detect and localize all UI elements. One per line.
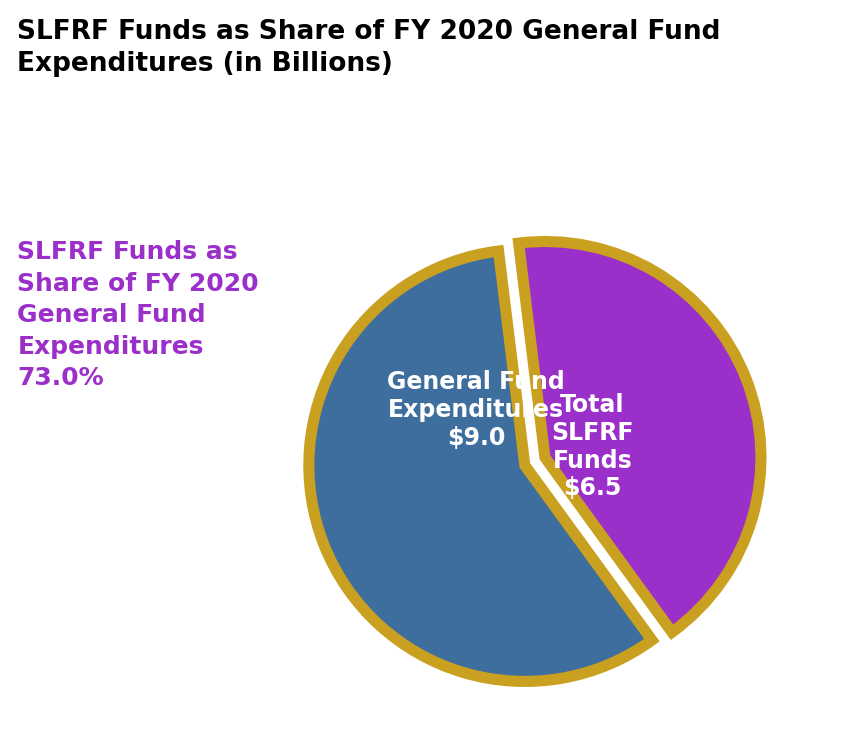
Text: SLFRF Funds as Share of FY 2020 General Fund
Expenditures (in Billions): SLFRF Funds as Share of FY 2020 General … bbox=[17, 19, 721, 76]
Text: Total
SLFRF
Funds
$6.5: Total SLFRF Funds $6.5 bbox=[551, 393, 634, 500]
Wedge shape bbox=[309, 251, 652, 682]
Text: SLFRF Funds as
Share of FY 2020
General Fund
Expenditures
73.0%: SLFRF Funds as Share of FY 2020 General … bbox=[17, 240, 259, 391]
Wedge shape bbox=[519, 242, 761, 632]
Text: General Fund
Expenditures
$9.0: General Fund Expenditures $9.0 bbox=[387, 370, 565, 450]
